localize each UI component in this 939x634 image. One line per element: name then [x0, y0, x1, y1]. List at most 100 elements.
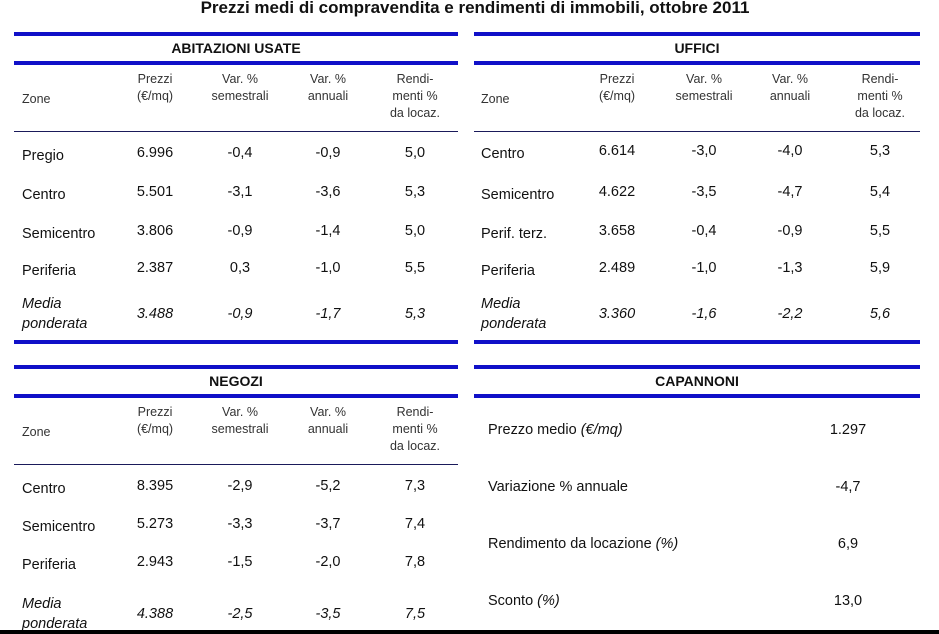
- row-value: -2,0: [315, 554, 341, 570]
- row-value: 5,3: [404, 184, 426, 200]
- row-value: 5,0: [404, 145, 426, 161]
- column-header: Rendi- menti % da locaz.: [854, 72, 906, 120]
- column-header: Var. % semestrali: [211, 72, 269, 103]
- label-text: Sconto: [488, 593, 538, 609]
- column-header-zone: Zone: [481, 92, 510, 106]
- row-value: -2,5: [227, 606, 253, 622]
- row-zone: Media ponderata: [22, 296, 88, 332]
- row-value: 2.387: [136, 260, 174, 276]
- row-zone: Periferia: [481, 263, 535, 279]
- row-value: -5,2: [315, 478, 341, 494]
- capannoni-row-label: Sconto (%): [488, 593, 560, 609]
- row-value: 7,5: [404, 606, 426, 622]
- table-bottom-rule: [474, 340, 920, 344]
- row-value: -2,2: [777, 306, 803, 322]
- table-top-rule: [14, 365, 458, 369]
- row-value: 5,5: [869, 223, 891, 239]
- row-zone: Media ponderata: [22, 596, 88, 632]
- row-zone: Semicentro: [22, 226, 96, 242]
- row-value: 4.388: [136, 606, 174, 622]
- label-text: Rendimento da locazione: [488, 536, 656, 552]
- header-bottom-rule: [14, 464, 458, 465]
- row-value: -1,0: [691, 260, 717, 276]
- column-header: Var. % annuali: [307, 72, 349, 103]
- row-zone: Centro: [22, 481, 66, 497]
- row-zone: Centro: [22, 187, 66, 203]
- row-value: 5,3: [404, 306, 426, 322]
- row-value: -0,9: [227, 306, 253, 322]
- label-text: Prezzo medio: [488, 422, 581, 438]
- row-value: -4,7: [777, 184, 803, 200]
- row-value: -1,6: [691, 306, 717, 322]
- row-value: 5,9: [869, 260, 891, 276]
- row-value: -3,0: [691, 143, 717, 159]
- column-header: Prezzi (€/mq): [136, 405, 174, 436]
- column-header: Rendi- menti % da locaz.: [389, 72, 441, 120]
- label-text: Variazione % annuale: [488, 479, 628, 495]
- column-header: Var. % annuali: [307, 405, 349, 436]
- bottom-border: [0, 630, 939, 634]
- row-zone: Media ponderata: [481, 296, 547, 332]
- row-value: 0,3: [229, 260, 251, 276]
- row-value: 7,8: [404, 554, 426, 570]
- row-zone: Semicentro: [22, 519, 96, 535]
- capannoni-row-label: Rendimento da locazione (%): [488, 536, 678, 552]
- row-value: 5,0: [404, 223, 426, 239]
- row-value: -3,3: [227, 516, 253, 532]
- column-header: Var. % semestrali: [675, 72, 733, 103]
- table-header-rule: [14, 61, 458, 65]
- row-zone: Perif. terz.: [481, 226, 548, 242]
- column-header: Prezzi (€/mq): [136, 72, 174, 103]
- table-top-rule: [14, 32, 458, 36]
- column-header: Var. % annuali: [769, 72, 811, 103]
- column-header: Rendi- menti % da locaz.: [389, 405, 441, 453]
- row-value: -3,1: [227, 184, 253, 200]
- table-title: NEGOZI: [209, 373, 263, 389]
- table-header-rule: [14, 394, 458, 398]
- label-unit: (%): [655, 536, 679, 552]
- column-header-zone: Zone: [22, 425, 51, 439]
- row-value: -1,7: [315, 306, 341, 322]
- row-value: -1,3: [777, 260, 803, 276]
- row-value: -0,9: [777, 223, 803, 239]
- row-value: -2,9: [227, 478, 253, 494]
- capannoni-row-label: Variazione % annuale: [488, 479, 628, 495]
- label-unit: (€/mq): [580, 422, 623, 438]
- row-value: -4,0: [777, 143, 803, 159]
- row-value: -0,9: [315, 145, 341, 161]
- capannoni-row-value: -4,7: [835, 479, 861, 495]
- row-value: 6.614: [598, 143, 636, 159]
- table-title: CAPANNONI: [655, 373, 739, 389]
- row-value: -1,5: [227, 554, 253, 570]
- row-zone: Semicentro: [481, 187, 555, 203]
- row-value: 3.488: [136, 306, 174, 322]
- row-value: -0,4: [227, 145, 253, 161]
- header-bottom-rule: [474, 131, 920, 132]
- row-value: -3,5: [691, 184, 717, 200]
- row-value: 4.622: [598, 184, 636, 200]
- row-value: 5.273: [136, 516, 174, 532]
- label-unit: (%): [537, 593, 560, 609]
- header-bottom-rule: [14, 131, 458, 132]
- table-title: ABITAZIONI USATE: [171, 40, 301, 56]
- table-header-rule: [474, 61, 920, 65]
- table-top-rule: [474, 32, 920, 36]
- row-value: 3.806: [136, 223, 174, 239]
- row-value: -1,0: [315, 260, 341, 276]
- row-value: 7,4: [404, 516, 426, 532]
- row-value: -0,9: [227, 223, 253, 239]
- row-value: -0,4: [691, 223, 717, 239]
- capannoni-row-value: 6,9: [837, 536, 859, 552]
- column-header: Prezzi (€/mq): [598, 72, 636, 103]
- row-value: -3,5: [315, 606, 341, 622]
- row-value: 7,3: [404, 478, 426, 494]
- row-zone: Centro: [481, 146, 525, 162]
- table-title: UFFICI: [674, 40, 720, 56]
- row-value: 2.943: [136, 554, 174, 570]
- table-top-rule: [474, 365, 920, 369]
- row-value: 5.501: [136, 184, 174, 200]
- row-value: 2.489: [598, 260, 636, 276]
- column-header: Var. % semestrali: [211, 405, 269, 436]
- row-value: 5,4: [869, 184, 891, 200]
- row-value: 8.395: [136, 478, 174, 494]
